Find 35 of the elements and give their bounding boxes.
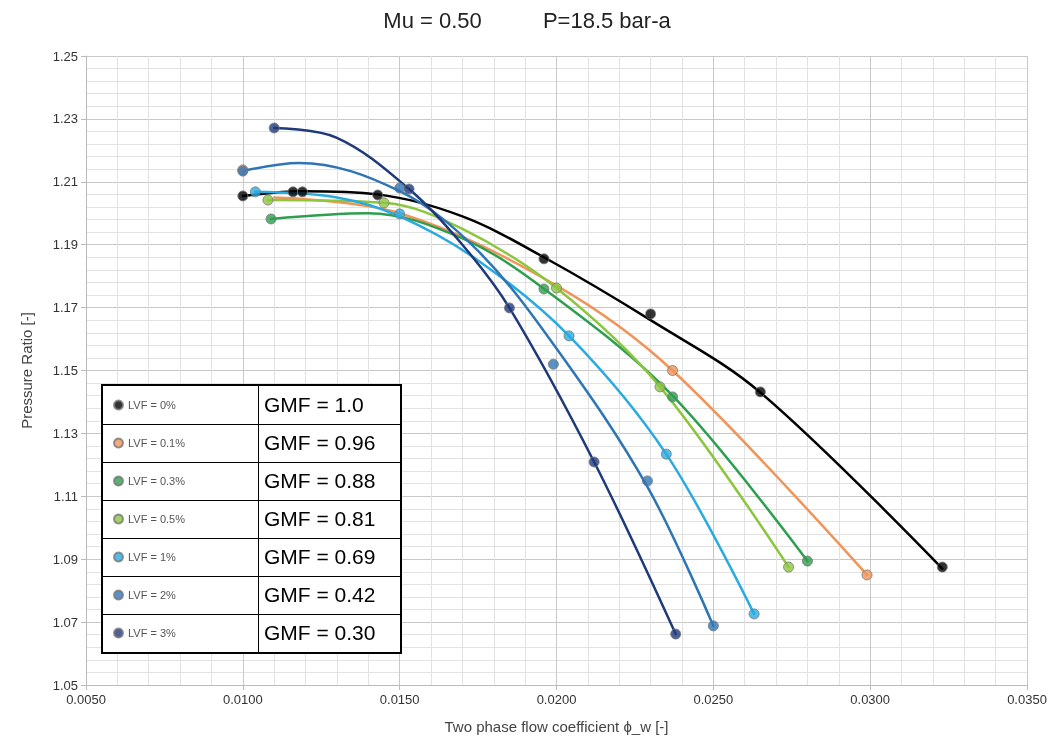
annotation: GMF = 0.69 bbox=[264, 545, 376, 569]
legend-label: LVF = 0% bbox=[128, 399, 177, 411]
y-tick-label: 1.25 bbox=[52, 48, 78, 64]
legend-label: LVF = 1% bbox=[128, 551, 177, 563]
x-tick-label: 0.0100 bbox=[222, 692, 263, 707]
annotation: GMF = 0.81 bbox=[264, 507, 376, 531]
x-tick-label: 0.0250 bbox=[693, 692, 734, 707]
x-axis-title: Two phase flow coefficient ϕ_w [-] bbox=[444, 718, 669, 735]
y-axis-title: Pressure Ratio [-] bbox=[18, 312, 35, 429]
annotation: GMF = 0.30 bbox=[264, 621, 376, 645]
y-tick-label: 1.17 bbox=[52, 300, 78, 316]
y-tick-label: 1.13 bbox=[52, 425, 78, 441]
legend-label: LVF = 0.1% bbox=[128, 437, 186, 449]
y-tick-label: 1.05 bbox=[52, 677, 78, 693]
annotation: GMF = 1.0 bbox=[264, 393, 364, 417]
chart-title: Mu = 0.50 P=18.5 bar-a bbox=[383, 7, 672, 33]
x-tick-label: 0.0050 bbox=[66, 692, 106, 707]
y-tick-label: 1.15 bbox=[52, 363, 78, 378]
x-tick-label: 0.0300 bbox=[850, 692, 891, 707]
legend-label: LVF = 0.5% bbox=[128, 513, 186, 525]
y-tick-label: 1.11 bbox=[53, 488, 78, 504]
legend-label: LVF = 2% bbox=[128, 589, 177, 601]
x-tick-label: 0.0350 bbox=[1007, 692, 1047, 707]
y-tick-label: 1.19 bbox=[52, 237, 78, 253]
x-tick-label: 0.0150 bbox=[379, 692, 420, 707]
y-tick-label: 1.23 bbox=[52, 111, 78, 127]
y-tick-label: 1.09 bbox=[52, 551, 78, 567]
legend-label: LVF = 3% bbox=[128, 627, 177, 639]
y-tick-label: 1.21 bbox=[52, 174, 78, 190]
y-tick-label: 1.07 bbox=[52, 614, 78, 630]
x-tick-label: 0.0200 bbox=[536, 692, 577, 707]
annotation: GMF = 0.42 bbox=[264, 583, 376, 607]
legend-label: LVF = 0.3% bbox=[128, 475, 186, 487]
annotation: GMF = 0.96 bbox=[264, 431, 376, 455]
annotation: GMF = 0.88 bbox=[264, 469, 376, 493]
